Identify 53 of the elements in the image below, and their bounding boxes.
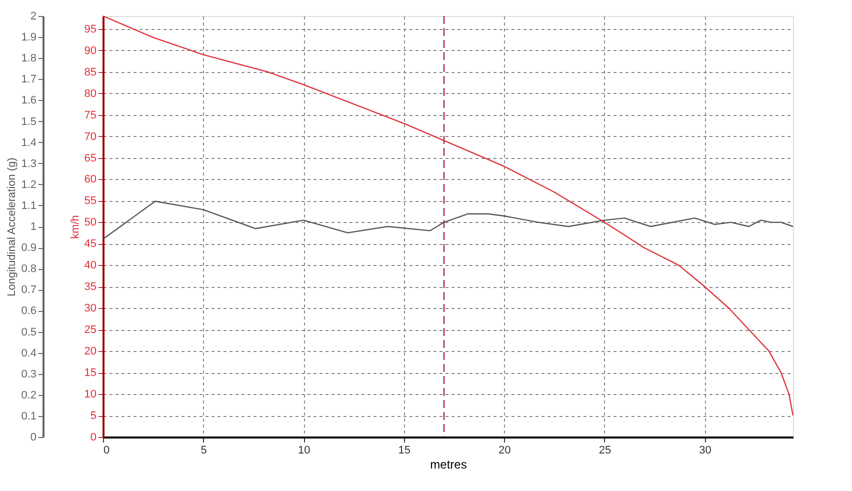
- x-tick-label: 0: [104, 444, 110, 456]
- y-tick-label: 0.4: [21, 347, 36, 360]
- y-tick-label: 1: [30, 221, 36, 233]
- y-tick-label: 0.8: [21, 263, 36, 276]
- y2-tick-label: 90: [84, 44, 96, 57]
- y2-tick-label: 50: [84, 216, 96, 229]
- y2-tick-label: 85: [84, 66, 96, 78]
- y-axis-title: Longitudinal Acceleration (g): [6, 158, 18, 296]
- y-tick-label: 0.9: [21, 242, 36, 254]
- y2-tick-label: 0: [90, 432, 96, 444]
- x-tick-label: 5: [200, 444, 207, 456]
- x-tick-label: 30: [699, 444, 712, 456]
- y2-tick-label: 55: [84, 195, 96, 208]
- y-tick-label: 0.5: [21, 326, 36, 338]
- y-tick-label: 0.6: [21, 305, 36, 318]
- y-tick-label: 1.1: [21, 200, 36, 212]
- line-series: [102, 15, 794, 416]
- y-tick-label: 0: [30, 432, 36, 444]
- y-tick-label: 1.2: [21, 178, 36, 191]
- y-tick-label: 2: [30, 10, 36, 22]
- y2-tick-label: 10: [84, 388, 96, 401]
- x-tick-label: 15: [398, 444, 410, 456]
- y2-tick-label: 15: [84, 367, 96, 380]
- y-tick-label: 1.9: [21, 32, 36, 44]
- x-axis-title: metres: [430, 458, 467, 472]
- x-tick-label: 25: [598, 444, 612, 456]
- y-tick-label: 0.2: [21, 389, 36, 402]
- y2-tick-label: 75: [84, 109, 96, 122]
- y-tick-label: 1.8: [21, 52, 36, 65]
- y-tick-label: 0.3: [21, 368, 36, 380]
- y2-tick-label: 30: [84, 302, 96, 315]
- y-tick-label: 1.3: [21, 158, 36, 170]
- y2-tick-label: 40: [84, 260, 96, 272]
- y2-tick-label: 45: [84, 238, 96, 250]
- y2-tick-label: 5: [90, 410, 96, 422]
- x-tick-label: 20: [498, 444, 511, 456]
- y2-tick-label: 35: [84, 281, 96, 294]
- y2-tick-label: 25: [84, 324, 96, 336]
- y-tick-label: 0.1: [21, 410, 36, 422]
- y2-axis-title: km/h: [69, 215, 82, 239]
- y2-tick-label: 95: [84, 23, 96, 36]
- y-tick-label: 1.6: [21, 94, 36, 107]
- y-tick-label: 0.7: [21, 284, 36, 296]
- y2-tick-label: 60: [84, 174, 96, 186]
- line-series: [102, 200, 794, 240]
- y-tick-label: 1.7: [21, 74, 36, 86]
- y2-tick-label: 70: [84, 130, 96, 143]
- y-tick-label: 1.4: [21, 136, 36, 149]
- y2-tick-label: 20: [84, 346, 96, 358]
- y2-tick-label: 65: [84, 152, 96, 164]
- x-tick-label: 10: [298, 444, 310, 456]
- y2-tick-label: 80: [84, 88, 96, 100]
- y-tick-label: 1.5: [21, 116, 36, 128]
